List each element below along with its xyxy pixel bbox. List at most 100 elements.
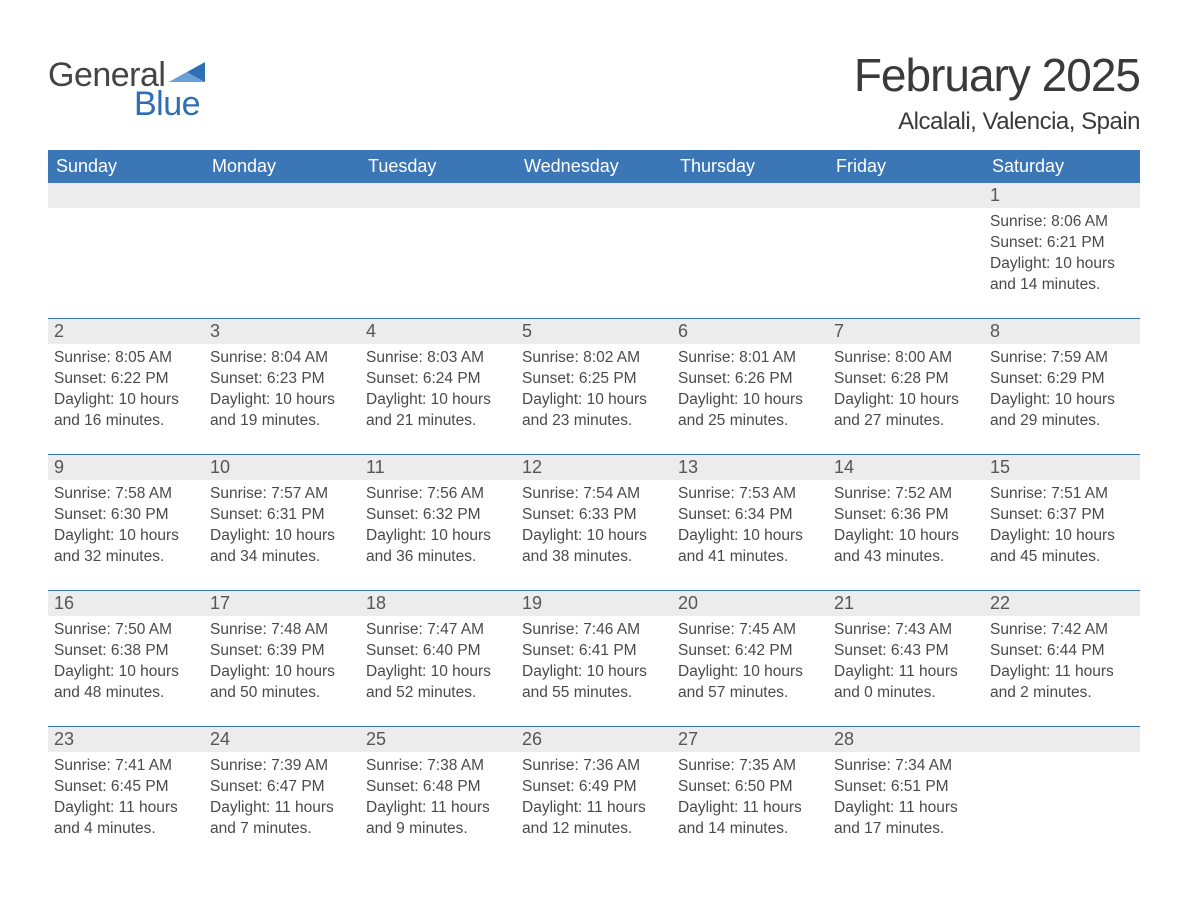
daylight-text: Daylight: 10 hours and 36 minutes. — [366, 526, 510, 568]
daylight-text: Daylight: 10 hours and 32 minutes. — [54, 526, 198, 568]
sunset-text: Sunset: 6:32 PM — [366, 505, 510, 526]
day-number: 6 — [672, 319, 828, 344]
daylight-text: Daylight: 10 hours and 45 minutes. — [990, 526, 1134, 568]
sunset-text: Sunset: 6:39 PM — [210, 641, 354, 662]
daylight-text: Daylight: 10 hours and 52 minutes. — [366, 662, 510, 704]
day-info: Sunrise: 7:56 AMSunset: 6:32 PMDaylight:… — [360, 480, 516, 590]
sunrise-text: Sunrise: 8:01 AM — [678, 348, 822, 369]
day-info — [516, 208, 672, 318]
day-number: 19 — [516, 591, 672, 616]
calendar: Sunday Monday Tuesday Wednesday Thursday… — [48, 150, 1140, 862]
sunset-text: Sunset: 6:21 PM — [990, 233, 1134, 254]
daylight-text: Daylight: 11 hours and 4 minutes. — [54, 798, 198, 840]
day-info: Sunrise: 7:52 AMSunset: 6:36 PMDaylight:… — [828, 480, 984, 590]
daynum-row: 2345678 — [48, 319, 1140, 344]
sunrise-text: Sunrise: 7:56 AM — [366, 484, 510, 505]
sunrise-text: Sunrise: 7:51 AM — [990, 484, 1134, 505]
day-number: 2 — [48, 319, 204, 344]
day-number: 11 — [360, 455, 516, 480]
day-info: Sunrise: 7:42 AMSunset: 6:44 PMDaylight:… — [984, 616, 1140, 726]
day-number: 10 — [204, 455, 360, 480]
sunrise-text: Sunrise: 8:04 AM — [210, 348, 354, 369]
day-number — [48, 183, 204, 208]
page: General Blue February 2025 Alcalali, Val… — [0, 0, 1188, 910]
daylight-text: Daylight: 10 hours and 48 minutes. — [54, 662, 198, 704]
day-number: 24 — [204, 727, 360, 752]
day-info — [360, 208, 516, 318]
daynum-row: 16171819202122 — [48, 591, 1140, 616]
sunset-text: Sunset: 6:51 PM — [834, 777, 978, 798]
day-number: 14 — [828, 455, 984, 480]
sunrise-text: Sunrise: 7:52 AM — [834, 484, 978, 505]
sunrise-text: Sunrise: 7:34 AM — [834, 756, 978, 777]
week-row: 2345678Sunrise: 8:05 AMSunset: 6:22 PMDa… — [48, 318, 1140, 454]
sunrise-text: Sunrise: 8:03 AM — [366, 348, 510, 369]
day-info: Sunrise: 7:41 AMSunset: 6:45 PMDaylight:… — [48, 752, 204, 862]
daylight-text: Daylight: 11 hours and 12 minutes. — [522, 798, 666, 840]
sunrise-text: Sunrise: 7:53 AM — [678, 484, 822, 505]
day-info: Sunrise: 7:46 AMSunset: 6:41 PMDaylight:… — [516, 616, 672, 726]
day-info: Sunrise: 8:02 AMSunset: 6:25 PMDaylight:… — [516, 344, 672, 454]
day-number — [204, 183, 360, 208]
info-row: Sunrise: 8:06 AMSunset: 6:21 PMDaylight:… — [48, 208, 1140, 318]
day-info: Sunrise: 7:34 AMSunset: 6:51 PMDaylight:… — [828, 752, 984, 862]
day-info: Sunrise: 7:35 AMSunset: 6:50 PMDaylight:… — [672, 752, 828, 862]
logo-word-blue: Blue — [134, 85, 200, 124]
day-info: Sunrise: 7:54 AMSunset: 6:33 PMDaylight:… — [516, 480, 672, 590]
sunrise-text: Sunrise: 8:02 AM — [522, 348, 666, 369]
day-info: Sunrise: 8:00 AMSunset: 6:28 PMDaylight:… — [828, 344, 984, 454]
day-number: 7 — [828, 319, 984, 344]
sunset-text: Sunset: 6:44 PM — [990, 641, 1134, 662]
sunrise-text: Sunrise: 7:38 AM — [366, 756, 510, 777]
sunset-text: Sunset: 6:43 PM — [834, 641, 978, 662]
title-block: February 2025 Alcalali, Valencia, Spain — [854, 48, 1140, 136]
sunset-text: Sunset: 6:40 PM — [366, 641, 510, 662]
dow-tuesday: Tuesday — [360, 150, 516, 183]
day-info: Sunrise: 7:53 AMSunset: 6:34 PMDaylight:… — [672, 480, 828, 590]
sunrise-text: Sunrise: 7:36 AM — [522, 756, 666, 777]
sunset-text: Sunset: 6:24 PM — [366, 369, 510, 390]
day-number: 23 — [48, 727, 204, 752]
day-number: 13 — [672, 455, 828, 480]
day-number: 25 — [360, 727, 516, 752]
day-info — [48, 208, 204, 318]
sunrise-text: Sunrise: 7:50 AM — [54, 620, 198, 641]
day-info — [204, 208, 360, 318]
daylight-text: Daylight: 10 hours and 21 minutes. — [366, 390, 510, 432]
day-number: 26 — [516, 727, 672, 752]
day-info: Sunrise: 7:36 AMSunset: 6:49 PMDaylight:… — [516, 752, 672, 862]
day-number: 1 — [984, 183, 1140, 208]
daynum-row: 9101112131415 — [48, 455, 1140, 480]
sunset-text: Sunset: 6:45 PM — [54, 777, 198, 798]
info-row: Sunrise: 7:50 AMSunset: 6:38 PMDaylight:… — [48, 616, 1140, 726]
daylight-text: Daylight: 10 hours and 50 minutes. — [210, 662, 354, 704]
info-row: Sunrise: 7:41 AMSunset: 6:45 PMDaylight:… — [48, 752, 1140, 862]
daylight-text: Daylight: 10 hours and 25 minutes. — [678, 390, 822, 432]
dow-monday: Monday — [204, 150, 360, 183]
sunset-text: Sunset: 6:31 PM — [210, 505, 354, 526]
daylight-text: Daylight: 11 hours and 0 minutes. — [834, 662, 978, 704]
day-info: Sunrise: 7:45 AMSunset: 6:42 PMDaylight:… — [672, 616, 828, 726]
day-number: 3 — [204, 319, 360, 344]
daylight-text: Daylight: 11 hours and 2 minutes. — [990, 662, 1134, 704]
daylight-text: Daylight: 10 hours and 34 minutes. — [210, 526, 354, 568]
day-info: Sunrise: 7:50 AMSunset: 6:38 PMDaylight:… — [48, 616, 204, 726]
day-info: Sunrise: 8:04 AMSunset: 6:23 PMDaylight:… — [204, 344, 360, 454]
week-row: 9101112131415Sunrise: 7:58 AMSunset: 6:3… — [48, 454, 1140, 590]
sunrise-text: Sunrise: 8:06 AM — [990, 212, 1134, 233]
day-number — [672, 183, 828, 208]
sunset-text: Sunset: 6:41 PM — [522, 641, 666, 662]
day-info: Sunrise: 7:47 AMSunset: 6:40 PMDaylight:… — [360, 616, 516, 726]
daylight-text: Daylight: 10 hours and 19 minutes. — [210, 390, 354, 432]
dow-friday: Friday — [828, 150, 984, 183]
week-row: 232425262728Sunrise: 7:41 AMSunset: 6:45… — [48, 726, 1140, 862]
header: General Blue February 2025 Alcalali, Val… — [48, 48, 1140, 136]
day-info: Sunrise: 7:48 AMSunset: 6:39 PMDaylight:… — [204, 616, 360, 726]
location: Alcalali, Valencia, Spain — [854, 108, 1140, 136]
day-info: Sunrise: 7:57 AMSunset: 6:31 PMDaylight:… — [204, 480, 360, 590]
daylight-text: Daylight: 10 hours and 16 minutes. — [54, 390, 198, 432]
day-info: Sunrise: 8:03 AMSunset: 6:24 PMDaylight:… — [360, 344, 516, 454]
sunrise-text: Sunrise: 8:00 AM — [834, 348, 978, 369]
day-number — [828, 183, 984, 208]
day-number — [516, 183, 672, 208]
